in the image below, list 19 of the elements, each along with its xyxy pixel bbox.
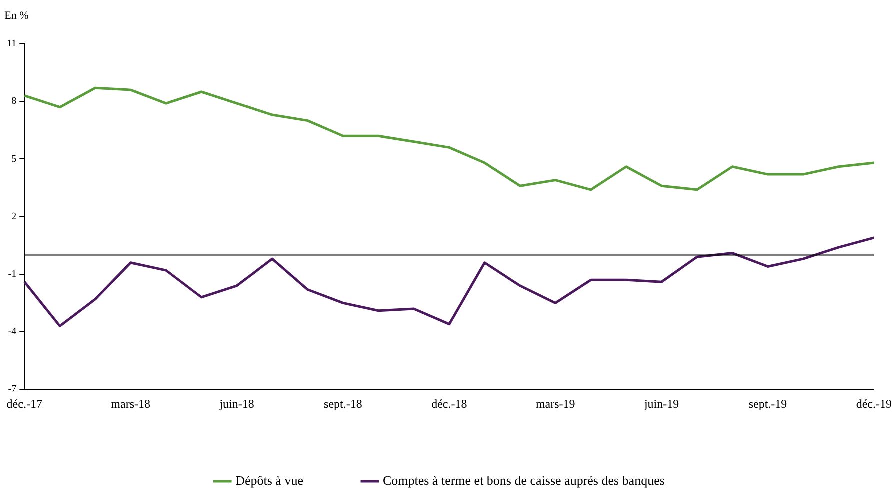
y-tick-label: 8 <box>12 96 17 108</box>
x-tick-label: déc.-17 <box>6 396 42 411</box>
x-tick-label: mars-19 <box>536 396 576 411</box>
y-tick-label: 11 <box>6 38 17 50</box>
x-tick-label: déc.-19 <box>856 396 892 411</box>
legend-label: Comptes à terme et bons de caisse auprés des banques <box>382 472 665 488</box>
y-tick-label: 5 <box>12 154 17 165</box>
x-tick-label: juin-19 <box>643 396 680 411</box>
x-tick-label: mars-18 <box>111 396 150 411</box>
y-tick-label: 2 <box>12 211 17 222</box>
x-tick-label: sept.-19 <box>748 396 788 411</box>
y-tick-label: -7 <box>8 384 17 396</box>
y-tick-label: -1 <box>8 269 17 280</box>
x-tick-label: sept.-18 <box>324 396 362 411</box>
legend-label: Dépôts à vue <box>236 472 304 488</box>
x-tick-label: juin-18 <box>218 396 254 411</box>
y-axis-title: En % <box>4 10 29 22</box>
x-tick-label: déc.-18 <box>432 396 468 411</box>
y-tick-label: -4 <box>8 326 17 338</box>
